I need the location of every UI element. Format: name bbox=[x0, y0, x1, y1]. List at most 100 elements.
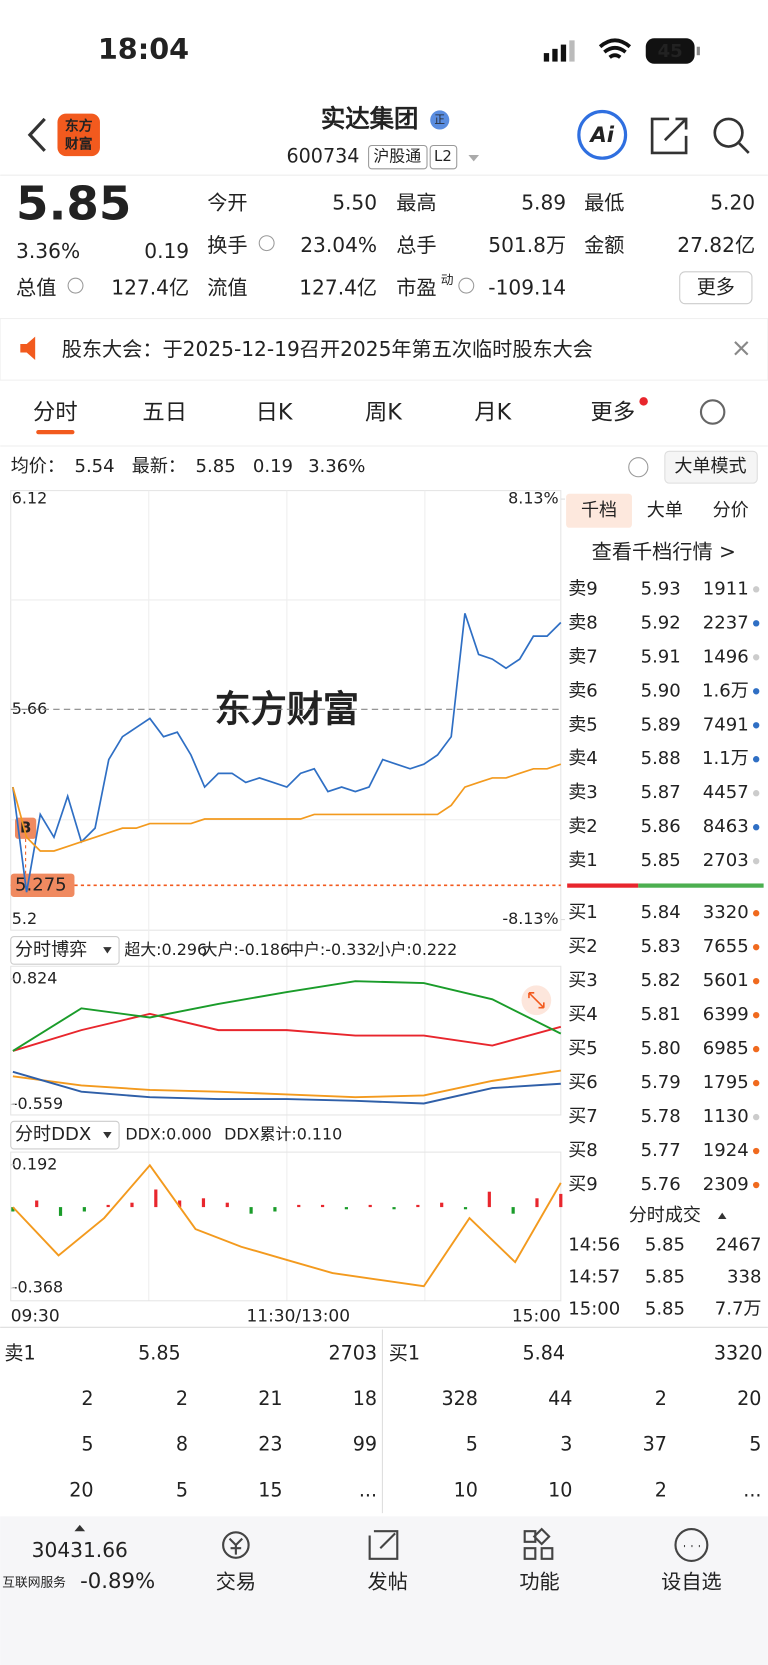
ddx-bar bbox=[535, 1198, 539, 1208]
queue-cell: 2 bbox=[655, 1478, 667, 1501]
ob-dot bbox=[752, 1079, 760, 1087]
ddx-bar bbox=[392, 1207, 396, 1210]
close-notice[interactable] bbox=[734, 341, 749, 356]
ob-label: 买7 bbox=[568, 1106, 598, 1127]
nav-icon[interactable] bbox=[368, 1530, 399, 1560]
ob-price: 5.91 bbox=[641, 646, 681, 667]
ob-link[interactable]: 查看千档行情 > bbox=[592, 540, 736, 564]
l1-volume: 2703 bbox=[328, 1341, 377, 1364]
avg-value: 5.54 bbox=[74, 456, 114, 477]
nav-item[interactable]: 设自选 bbox=[661, 1570, 721, 1594]
nav-icon[interactable] bbox=[674, 1528, 709, 1562]
ddx-bar bbox=[106, 1204, 110, 1208]
queue-cell: 37 bbox=[643, 1433, 667, 1456]
mode-label[interactable]: 大单模式 bbox=[674, 456, 746, 477]
dropdown[interactable] bbox=[468, 155, 480, 162]
search-button[interactable] bbox=[713, 117, 744, 148]
ob-label: 卖7 bbox=[568, 646, 598, 667]
more-label[interactable]: 更多 bbox=[697, 275, 735, 298]
tab[interactable]: 周K bbox=[365, 400, 403, 426]
l1-volume: 3320 bbox=[714, 1341, 763, 1364]
ob-dot bbox=[752, 857, 760, 865]
x-tick-label: 09:30 bbox=[11, 1307, 60, 1327]
ob-price: 5.85 bbox=[641, 850, 681, 871]
panel-title[interactable]: 分时博弈 bbox=[15, 939, 87, 960]
queue-cell: 328 bbox=[441, 1387, 477, 1410]
ddx-bar bbox=[511, 1207, 515, 1214]
settings-button[interactable] bbox=[699, 399, 726, 425]
ob-price: 5.86 bbox=[641, 816, 681, 837]
queue-cell: 99 bbox=[353, 1433, 377, 1456]
ob-split-red bbox=[567, 883, 639, 888]
tab[interactable]: 月K bbox=[474, 400, 512, 426]
pct-change: 3.36% bbox=[16, 239, 80, 263]
legend-entry: 大户:-0.186 bbox=[202, 940, 290, 959]
l1-price: 5.84 bbox=[522, 1341, 565, 1364]
nav-item[interactable]: 交易 bbox=[216, 1570, 256, 1594]
notice-bar bbox=[0, 318, 768, 381]
ob-price: 5.87 bbox=[641, 782, 681, 803]
index-arrow bbox=[74, 1524, 86, 1532]
tab[interactable]: 日K bbox=[256, 400, 294, 426]
ai-button[interactable] bbox=[577, 109, 628, 160]
tab[interactable]: 更多 bbox=[591, 400, 636, 426]
ddx-bar bbox=[201, 1198, 206, 1208]
ob-tab[interactable]: 分价 bbox=[713, 500, 749, 521]
field-value: 5.89 bbox=[521, 190, 566, 214]
ob-dot bbox=[752, 824, 760, 831]
help-icon[interactable] bbox=[628, 457, 649, 478]
l1-label: 买1 bbox=[389, 1341, 420, 1364]
tab[interactable]: 五日 bbox=[142, 400, 187, 426]
back-button[interactable] bbox=[27, 117, 46, 152]
queue-cell: 5 bbox=[466, 1433, 478, 1456]
legend-entry: 中户:-0.332 bbox=[288, 940, 376, 959]
queue-cell: 2 bbox=[81, 1387, 93, 1410]
ob-label: 买1 bbox=[568, 902, 598, 923]
ob-price: 5.83 bbox=[641, 936, 681, 957]
panel-title[interactable]: 分时DDX bbox=[15, 1124, 91, 1145]
legend-entry: DDX:0.000 bbox=[125, 1125, 211, 1144]
share-button[interactable] bbox=[650, 117, 688, 155]
game-line bbox=[12, 980, 562, 1052]
field-value: 5.50 bbox=[332, 190, 377, 214]
latest-pct: 3.36% bbox=[308, 456, 365, 477]
ob-label: 卖1 bbox=[568, 850, 598, 871]
panel-frame bbox=[10, 1151, 562, 1302]
ob-price: 5.88 bbox=[641, 748, 681, 769]
notice-text: 股东大会：于2025-12-19召开2025年第五次临时股东大会 bbox=[62, 337, 593, 361]
ddx-bar bbox=[130, 1202, 134, 1208]
y-tick-label: -0.559 bbox=[12, 1094, 63, 1113]
marker-box bbox=[15, 817, 37, 839]
field-sup: 动 bbox=[441, 273, 454, 288]
ob-dot bbox=[752, 1045, 760, 1053]
ddx-bar bbox=[559, 1193, 563, 1208]
trade-price: 5.85 bbox=[645, 1298, 685, 1319]
y-tick-label: 5.66 bbox=[12, 699, 47, 718]
logo[interactable] bbox=[57, 113, 100, 157]
ob-volume: 6399 bbox=[703, 1004, 749, 1025]
ddx-bar bbox=[82, 1207, 86, 1212]
ddx-bar bbox=[344, 1207, 348, 1210]
nav-item[interactable]: 发帖 bbox=[368, 1570, 408, 1594]
y-tick-label: 0.192 bbox=[12, 1154, 58, 1173]
ddx-bar bbox=[320, 1204, 325, 1208]
status-icons bbox=[543, 38, 700, 64]
status-time: 18:04 bbox=[98, 32, 189, 66]
stock-code: 600734 bbox=[286, 145, 359, 168]
mode-button[interactable] bbox=[664, 450, 758, 484]
ob-price: 5.78 bbox=[641, 1106, 681, 1127]
ob-tab[interactable]: 大单 bbox=[647, 500, 683, 521]
ob-dot bbox=[752, 1011, 760, 1019]
x-tick-label: 15:00 bbox=[512, 1307, 561, 1327]
nav-icon[interactable] bbox=[523, 1527, 554, 1560]
nav-item[interactable]: 功能 bbox=[519, 1570, 559, 1594]
reference-label: 5.275 bbox=[15, 874, 67, 895]
more-button[interactable] bbox=[679, 271, 753, 305]
legend-entry: 超大:0.296 bbox=[124, 940, 207, 959]
ob-volume: 1.6万 bbox=[702, 680, 749, 701]
price-line bbox=[12, 613, 562, 893]
nav-icon[interactable] bbox=[222, 1531, 250, 1559]
index-name: 互联网服务 bbox=[2, 1575, 66, 1591]
tab[interactable]: 分时 bbox=[33, 400, 78, 426]
ob-tab[interactable]: 千档 bbox=[581, 500, 617, 521]
